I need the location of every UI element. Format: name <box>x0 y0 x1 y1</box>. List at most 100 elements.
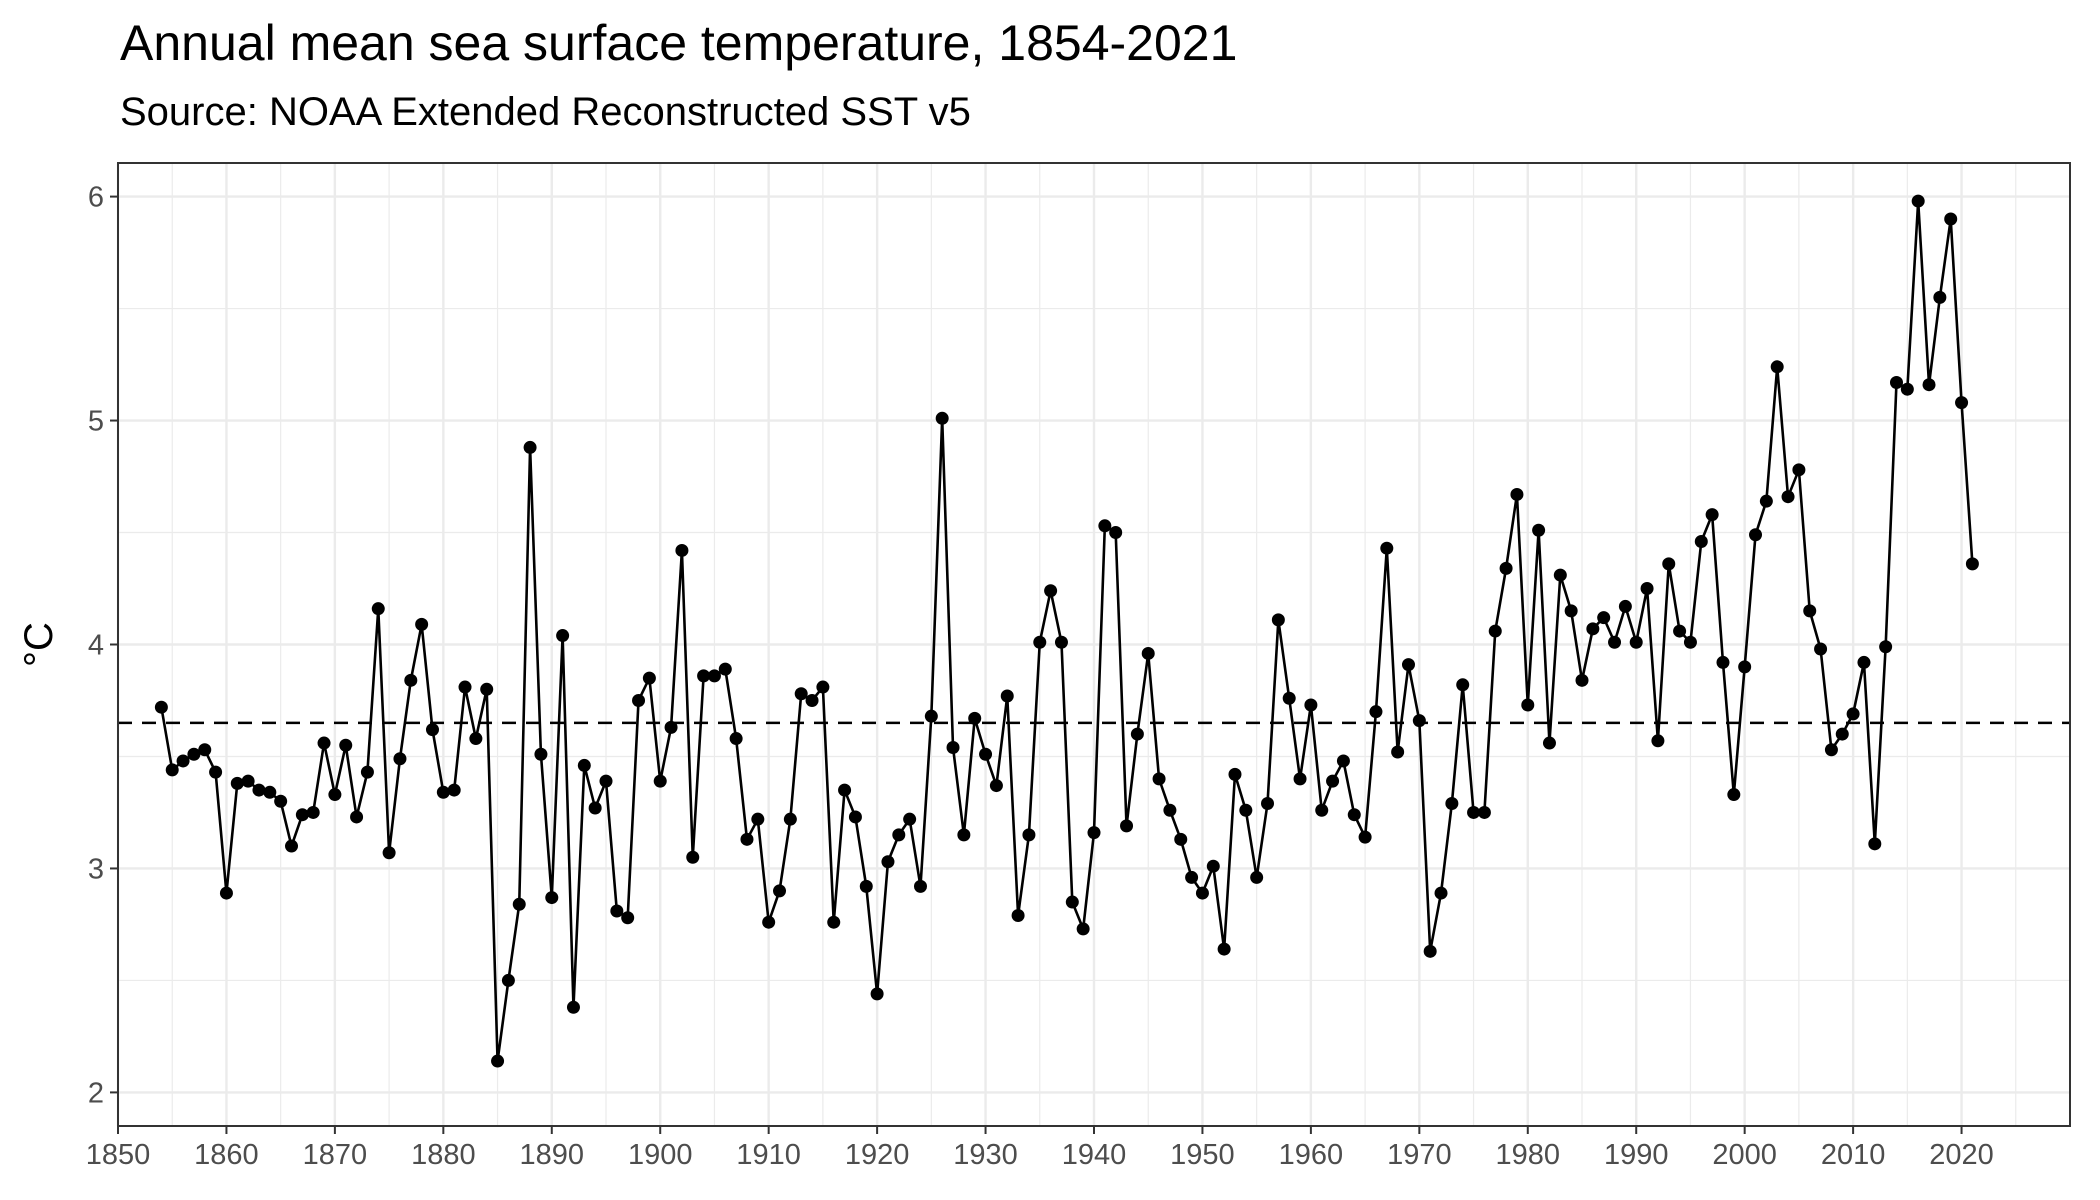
data-point <box>859 879 873 893</box>
y-tick-label: 4 <box>88 630 104 662</box>
data-point <box>1261 797 1275 811</box>
data-point <box>1412 714 1426 728</box>
data-point <box>1868 837 1882 851</box>
data-point <box>1564 604 1578 618</box>
data-point <box>599 774 613 788</box>
data-point <box>1195 886 1209 900</box>
data-point <box>1228 767 1242 781</box>
data-point <box>816 680 830 694</box>
x-tick-label: 2020 <box>1929 1139 1994 1171</box>
data-point <box>1749 528 1763 542</box>
data-point <box>241 774 255 788</box>
data-point <box>1499 561 1513 575</box>
data-point <box>740 832 754 846</box>
data-point <box>425 723 439 737</box>
series-layer <box>160 199 1974 1063</box>
data-point <box>458 680 472 694</box>
y-axis-title: °C <box>17 622 61 667</box>
data-point <box>979 747 993 761</box>
data-point <box>686 850 700 864</box>
series-line <box>160 199 1974 1063</box>
data-point <box>989 779 1003 793</box>
data-point <box>1944 212 1958 226</box>
data-point <box>805 693 819 707</box>
data-point <box>1662 557 1676 571</box>
x-tick-label: 1850 <box>86 1139 151 1171</box>
data-point <box>285 839 299 853</box>
data-point <box>1250 870 1264 884</box>
data-point <box>783 812 797 826</box>
x-tick-label: 1970 <box>1387 1139 1452 1171</box>
data-point <box>1608 635 1622 649</box>
data-point <box>838 783 852 797</box>
y-tick-label: 5 <box>88 406 104 438</box>
data-point <box>1965 557 1979 571</box>
data-point <box>1835 727 1849 741</box>
x-tick-label: 1930 <box>953 1139 1018 1171</box>
data-point <box>1217 942 1231 956</box>
x-tick-label: 1960 <box>1279 1139 1344 1171</box>
data-point <box>1651 734 1665 748</box>
x-tick-label: 1890 <box>520 1139 585 1171</box>
data-point <box>1857 655 1871 669</box>
data-point <box>1781 490 1795 504</box>
data-point <box>1076 922 1090 936</box>
data-point <box>1640 582 1654 596</box>
data-point <box>1673 624 1687 638</box>
data-point <box>1814 642 1828 656</box>
data-point <box>1510 487 1524 501</box>
data-point <box>1456 678 1470 692</box>
data-point <box>1705 508 1719 522</box>
data-point <box>154 700 168 714</box>
data-point <box>1770 360 1784 374</box>
data-point <box>556 629 570 643</box>
data-point <box>1293 772 1307 786</box>
data-point <box>1358 830 1372 844</box>
data-point <box>252 783 266 797</box>
data-point <box>230 776 244 790</box>
data-point <box>491 1054 505 1068</box>
x-tick-label: 1940 <box>1062 1139 1127 1171</box>
y-tick-label: 3 <box>88 853 104 885</box>
data-point <box>523 440 537 454</box>
data-point <box>588 801 602 815</box>
data-point <box>512 897 526 911</box>
data-point <box>1141 646 1155 660</box>
data-point <box>1185 870 1199 884</box>
y-tick-label: 6 <box>88 182 104 214</box>
data-point <box>924 709 938 723</box>
x-tick-label: 1910 <box>736 1139 801 1171</box>
x-tick-label: 1920 <box>845 1139 910 1171</box>
data-point <box>1803 604 1817 618</box>
data-point <box>1716 655 1730 669</box>
data-point <box>317 736 331 750</box>
data-point <box>827 915 841 929</box>
data-point <box>675 543 689 557</box>
data-point <box>1575 673 1589 687</box>
data-point <box>892 828 906 842</box>
data-point <box>1922 378 1936 392</box>
data-point <box>707 669 721 683</box>
data-points <box>154 194 1979 1068</box>
data-point <box>1369 705 1383 719</box>
data-point <box>577 758 591 772</box>
data-point <box>1206 859 1220 873</box>
data-point <box>1911 194 1925 208</box>
data-point <box>1477 805 1491 819</box>
data-point <box>1727 788 1741 802</box>
data-point <box>653 774 667 788</box>
data-point <box>209 765 223 779</box>
data-point <box>1532 523 1546 537</box>
data-point <box>1315 803 1329 817</box>
data-point <box>1889 375 1903 389</box>
data-point <box>1488 624 1502 638</box>
data-point <box>642 671 656 685</box>
y-axis: 2 3 4 5 6 <box>88 182 118 1109</box>
chart-title: Annual mean sea surface temperature, 185… <box>120 15 1238 71</box>
data-point <box>1694 534 1708 548</box>
data-point <box>1401 658 1415 672</box>
data-point <box>621 911 635 925</box>
data-point <box>1445 797 1459 811</box>
data-point <box>1380 541 1394 555</box>
x-axis: 1850 1860 1870 1880 1890 1900 1910 1920 1930 1940… <box>86 1126 1994 1171</box>
